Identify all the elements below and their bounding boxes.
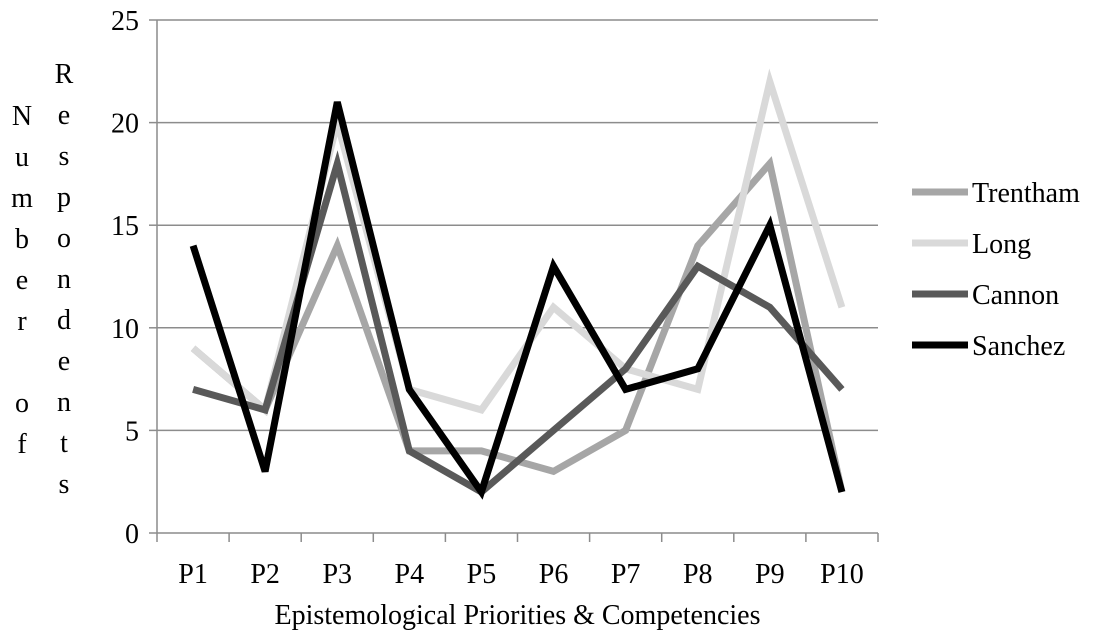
- series-lines: [189, 68, 846, 500]
- legend-label-sanchez: Sanchez: [972, 331, 1065, 362]
- legend-label-trentham: Trentham: [972, 178, 1080, 209]
- y-tick-label: 5: [125, 416, 139, 447]
- axes: 0 5 10 15 20 25 P1 P2 P3 P4 P5 P6 P7 P8 P9 P10: [111, 6, 879, 590]
- x-tick-label: P9: [755, 559, 785, 590]
- x-tick-label: P1: [178, 559, 208, 590]
- y-tick-label: 15: [111, 211, 139, 242]
- x-tick-label: P3: [322, 559, 352, 590]
- y-tick-label: 25: [111, 6, 139, 37]
- axis-labels: Epistemological Priorities & Competencie…: [11, 59, 760, 631]
- legend-label-cannon: Cannon: [972, 280, 1059, 311]
- x-tick-label: P4: [395, 559, 425, 590]
- x-tick-label: P2: [250, 559, 280, 590]
- x-tick-label: P8: [683, 559, 713, 590]
- y-tick-label: 20: [111, 109, 139, 140]
- x-tick-label: P10: [820, 559, 864, 590]
- x-axis-title: Epistemological Priorities & Competencie…: [274, 600, 760, 631]
- legend-label-long: Long: [972, 229, 1031, 260]
- legend: Trentham Long Cannon Sanchez: [912, 178, 1080, 362]
- x-tick-label: P5: [467, 559, 497, 590]
- series-line-long: [190, 68, 846, 417]
- series-line-sanchez: [189, 101, 846, 500]
- x-tick-label: P6: [539, 559, 569, 590]
- x-tick-label: P7: [611, 559, 641, 590]
- y-tick-label: 10: [111, 314, 139, 345]
- y-tick-label: 0: [125, 519, 139, 550]
